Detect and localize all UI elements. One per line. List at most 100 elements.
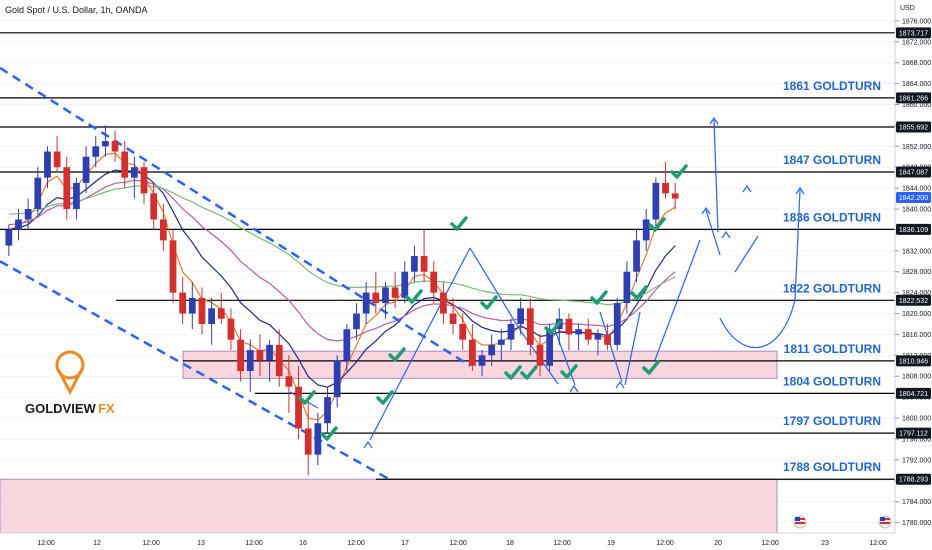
x-tick-label-13: 20	[714, 540, 722, 547]
check-icon-0	[298, 390, 316, 405]
candle-body-18	[179, 292, 187, 314]
candle-body-30	[295, 386, 302, 429]
check-icon-9	[544, 320, 562, 335]
candle-body-39	[382, 287, 389, 304]
arrow-head-0	[709, 116, 719, 125]
arrow-head-5	[363, 440, 373, 449]
candle-body-68	[662, 182, 669, 194]
candle-body-11	[111, 141, 119, 152]
level-lines	[0, 32, 895, 480]
price-label-2: 1855.692	[899, 125, 928, 132]
candle-body-25	[246, 350, 254, 372]
price-label-box-5	[896, 223, 931, 235]
price-label-7: 1810.946	[899, 358, 928, 365]
candle-body-22	[217, 308, 225, 319]
candle-body-64	[623, 271, 631, 304]
candle-body-45	[440, 292, 447, 314]
candle-body-19	[188, 297, 196, 314]
candle-body-0	[5, 229, 13, 246]
y-tick-label-4: 1796.000	[902, 436, 931, 443]
candle-body-21	[208, 308, 216, 324]
y-tick-label-15: 1840.000	[902, 207, 931, 214]
y-tick-label-20: 1860.000	[902, 102, 931, 109]
candle-body-17	[169, 240, 177, 293]
projection-path-11	[719, 189, 801, 349]
candle-body-46	[449, 313, 457, 324]
y-tick-label-13: 1832.000	[902, 248, 931, 255]
candle-body-26	[256, 350, 264, 361]
price-label-box-1	[896, 92, 931, 104]
candle-body-28	[275, 344, 283, 377]
candle-body-65	[633, 240, 640, 272]
projection-path-9	[713, 119, 719, 233]
candle-body-33	[324, 397, 331, 424]
price-label-10: 1788.293	[899, 477, 928, 484]
candle-body-23	[227, 318, 235, 340]
us-flag-icon[interactable]	[793, 515, 807, 529]
x-tick-label-10: 12:00	[553, 540, 571, 547]
candle-body-44	[430, 271, 438, 293]
candle-body-49	[478, 355, 486, 366]
candle-body-55	[536, 344, 544, 366]
ema-long-line	[8, 185, 676, 306]
check-icon-8	[520, 365, 538, 380]
price-label-8: 1804.721	[899, 391, 928, 398]
x-tick-label-11: 19	[607, 540, 615, 547]
level-label-9: 1788 GOLDTURN	[783, 460, 881, 474]
candle-body-7	[73, 182, 80, 210]
candle-body-59	[575, 329, 582, 335]
price-label-box-8	[896, 387, 931, 399]
candle-body-61	[594, 334, 602, 340]
candle-body-66	[642, 219, 650, 241]
y-tick-label-22: 1868.000	[902, 60, 931, 67]
level-label-7: 1804 GOLDTURN	[783, 374, 881, 388]
ema-fast-line	[8, 152, 676, 421]
y-tick-label-18: 1852.000	[902, 144, 931, 151]
ema-mid-line	[8, 169, 676, 388]
projection-path-2	[469, 247, 521, 331]
candle-body-43	[420, 256, 428, 272]
check-icon-7	[504, 365, 522, 380]
candle-body-51	[497, 339, 505, 345]
check-icon-12	[630, 285, 648, 300]
level-label-6: 1811 GOLDTURN	[784, 342, 881, 356]
price-label-box-4	[896, 192, 931, 204]
arrow-head-2	[742, 184, 752, 193]
projection-path-10	[734, 235, 759, 273]
check-icon-4	[405, 289, 423, 304]
candle-body-56	[546, 329, 554, 366]
check-icon-10	[560, 364, 578, 379]
candle-body-8	[82, 156, 90, 183]
candle-body-54	[526, 308, 534, 345]
price-label-box-10	[896, 473, 931, 485]
projection-path-4	[554, 329, 576, 386]
y-tick-label-12: 1828.000	[902, 269, 931, 276]
us-flag-icon-2[interactable]	[878, 515, 892, 529]
y-tick-label-1: 1784.000	[902, 499, 931, 506]
ema-slow-line	[8, 179, 676, 342]
price-label-box-9	[896, 427, 931, 439]
projection-path-7	[654, 239, 701, 361]
y-tick-label-23: 1872.000	[902, 39, 931, 46]
check-icon-11	[590, 290, 608, 305]
time-axis[interactable]: 12:00 12 12:00 13 12:00 16 12:00 17 12:00 18 12:00…	[37, 540, 887, 547]
price-label-4: 1842.200	[899, 195, 928, 202]
candle-body-37	[362, 292, 370, 314]
check-icon-3	[388, 347, 406, 362]
currency-label: USD	[900, 5, 915, 12]
goldviewfx-logo: GOLDVIEW FX	[25, 350, 115, 416]
price-label-5: 1836.109	[899, 227, 928, 234]
candle-body-6	[63, 167, 71, 210]
x-tick-label-3: 13	[197, 540, 205, 547]
price-label-9: 1797.112	[899, 431, 928, 438]
trendlines	[0, 66, 805, 482]
y-tick-label-24: 1876.000	[902, 18, 931, 25]
candle-body-40	[391, 287, 399, 298]
logo-word-1: GOLDVIEW	[25, 401, 97, 416]
logo-word-2: FX	[98, 401, 115, 416]
x-tick-label-6: 12:00	[347, 540, 365, 547]
projection-path-1	[369, 247, 471, 441]
y-tick-label-9: 1816.000	[902, 332, 931, 339]
candle-body-16	[159, 219, 167, 241]
